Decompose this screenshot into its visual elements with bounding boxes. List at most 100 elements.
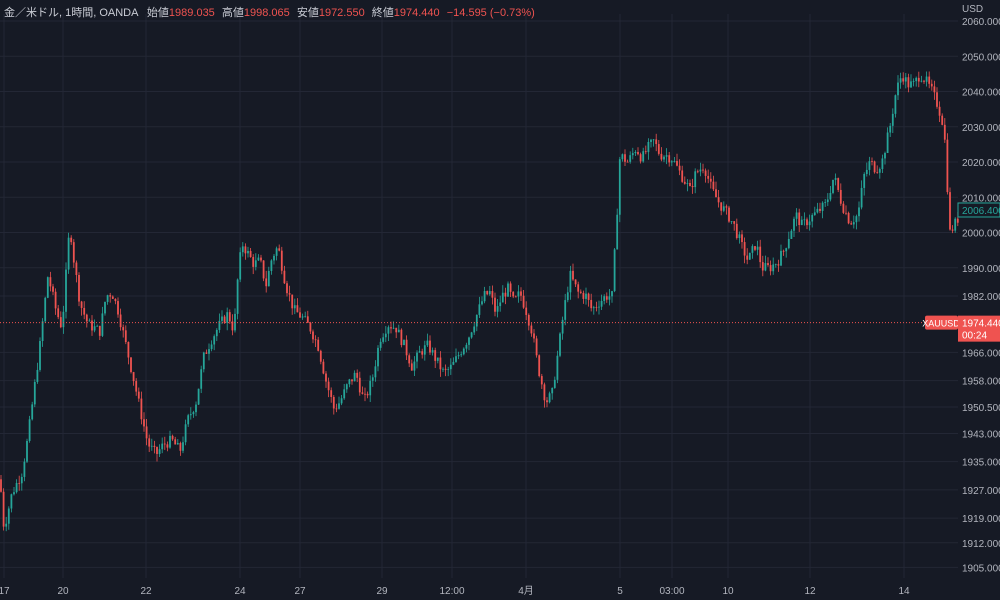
candle-body <box>93 326 96 331</box>
candle-body <box>715 189 717 198</box>
candle-body <box>83 307 86 315</box>
candle-body <box>616 214 619 250</box>
current-price-label: 2006.400 <box>962 206 1000 217</box>
candle-body <box>106 295 109 302</box>
candle-body <box>351 379 353 382</box>
candle-body <box>813 212 816 216</box>
y-tick-label: 1990.000 <box>962 264 1000 275</box>
candle-body <box>327 381 330 391</box>
candle-body <box>722 206 725 211</box>
y-tick-label: 2010.000 <box>962 193 1000 204</box>
candle-body <box>793 218 795 231</box>
candle-body <box>738 234 741 239</box>
candle-body <box>811 215 814 222</box>
candle-body <box>236 279 239 314</box>
candle-body <box>756 246 759 250</box>
candle-body <box>525 307 528 315</box>
y-tick-label: 2030.000 <box>962 123 1000 134</box>
candle-body <box>605 296 608 300</box>
candle-body <box>548 393 551 403</box>
candle-body <box>642 151 645 162</box>
candle-body <box>444 368 447 370</box>
candle-body <box>639 154 642 162</box>
candle-body <box>455 356 457 362</box>
candle-body <box>637 152 639 155</box>
candle-body <box>340 398 343 404</box>
candle-body <box>301 316 304 318</box>
candle-body <box>923 80 925 82</box>
candle-body <box>764 263 767 271</box>
candle-body <box>213 336 216 345</box>
candle-body <box>10 494 13 509</box>
candle-body <box>13 492 15 495</box>
candle-body <box>881 158 884 170</box>
candle-body <box>899 78 902 83</box>
candle-body <box>657 144 660 154</box>
y-tick-label: 1905.000 <box>962 563 1000 574</box>
candle-body <box>221 316 223 321</box>
candle-body <box>260 257 262 261</box>
candle-body <box>395 327 398 333</box>
candle-body <box>691 185 694 188</box>
candle-body <box>863 173 866 188</box>
candle-body <box>130 357 132 373</box>
candle-body <box>496 306 499 312</box>
candle-body <box>267 270 270 287</box>
candle-body <box>153 445 156 447</box>
candle-body <box>850 223 853 225</box>
candle-body <box>834 178 837 180</box>
candle-body <box>709 178 712 182</box>
candle-body <box>624 154 626 162</box>
candle-body <box>696 171 699 173</box>
x-tick-label: 20 <box>57 586 69 597</box>
candle-body <box>949 192 951 230</box>
candle-body <box>631 153 634 156</box>
x-tick-label: 10 <box>722 586 734 597</box>
candle-body <box>33 381 36 405</box>
candle-body <box>798 212 801 226</box>
candle-body <box>904 77 907 82</box>
candle-body <box>481 301 483 305</box>
candle-body <box>865 169 868 174</box>
candle-body <box>891 113 894 126</box>
candle-body <box>286 283 288 294</box>
candle-body <box>665 155 668 157</box>
candle-body <box>936 92 938 107</box>
candle-body <box>345 384 348 390</box>
candle-body <box>275 248 278 256</box>
candle-body <box>660 153 663 160</box>
candle-body <box>668 155 671 163</box>
candle-body <box>595 307 598 309</box>
candle-body <box>795 212 798 219</box>
candle-body <box>587 293 590 300</box>
candle-body <box>421 351 424 355</box>
candle-body <box>473 326 476 333</box>
candle-body <box>735 223 738 239</box>
candle-body <box>566 292 569 301</box>
candle-body <box>956 218 959 223</box>
candle-body <box>556 355 559 380</box>
candle-body <box>291 294 294 309</box>
candle-body <box>431 350 434 353</box>
candle-body <box>585 293 587 299</box>
candle-body <box>218 320 221 330</box>
candle-body <box>403 339 405 346</box>
candle-body <box>413 361 416 371</box>
candle-body <box>878 169 881 173</box>
candle-body <box>262 260 265 279</box>
candle-body <box>608 296 611 300</box>
candle-body <box>161 443 164 450</box>
candle-body <box>371 377 374 381</box>
candle-body <box>252 257 255 267</box>
candle-body <box>678 165 681 171</box>
candle-body <box>907 77 910 88</box>
candle-body <box>621 154 624 160</box>
candle-body <box>514 296 517 298</box>
candle-body <box>26 440 28 462</box>
y-tick-label: 1912.000 <box>962 539 1000 550</box>
candle-body <box>577 284 580 292</box>
candle-body <box>231 321 234 331</box>
candle-body <box>790 230 793 239</box>
candle-body <box>158 449 161 454</box>
